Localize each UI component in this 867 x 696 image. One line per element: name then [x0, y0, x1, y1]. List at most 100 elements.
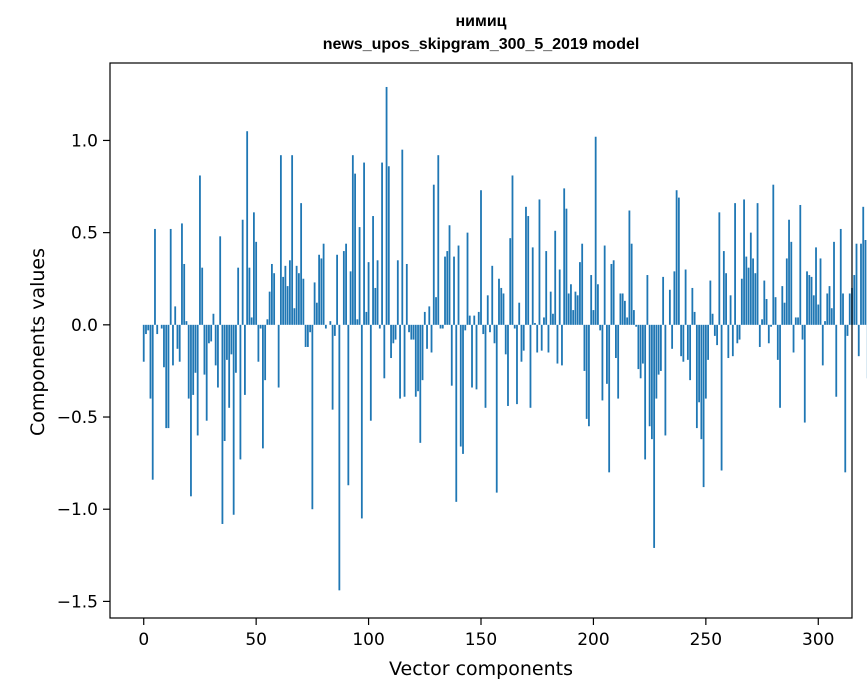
- bar-227: [653, 324, 656, 548]
- bar-267: [743, 199, 745, 325]
- bar-266: [740, 278, 743, 325]
- bar-160: [502, 293, 505, 325]
- x-tick-label: 50: [245, 630, 267, 650]
- bar-179: [545, 251, 548, 325]
- bar-182: [552, 313, 554, 325]
- bar-196: [583, 324, 586, 371]
- bar-283: [779, 324, 781, 408]
- bar-247: [698, 324, 700, 403]
- bar-5: [154, 228, 156, 325]
- bar-197: [585, 324, 588, 419]
- bar-258: [722, 251, 725, 325]
- bar-189: [567, 293, 570, 325]
- bar-series: [142, 86, 867, 591]
- bar-94: [354, 173, 356, 325]
- bar-102: [372, 216, 374, 325]
- bar-17: [181, 223, 183, 325]
- bar-181: [549, 291, 552, 325]
- bar-159: [500, 287, 503, 325]
- bar-140: [457, 245, 460, 325]
- y-tick-label: −0.5: [57, 408, 98, 428]
- bar-2: [147, 324, 150, 331]
- bar-23: [194, 324, 197, 373]
- bar-151: [482, 324, 485, 335]
- bar-105: [378, 324, 381, 329]
- bar-101: [369, 324, 372, 421]
- bar-209: [612, 260, 615, 325]
- bar-287: [788, 219, 790, 325]
- y-tick-label: 0.5: [71, 224, 98, 244]
- bar-111: [392, 324, 395, 344]
- bar-242: [686, 324, 689, 360]
- bar-20: [187, 324, 190, 399]
- bar-81: [324, 324, 327, 329]
- bar-200: [592, 310, 595, 325]
- bar-288: [790, 241, 793, 325]
- bar-251: [707, 324, 709, 360]
- bar-76: [313, 282, 316, 325]
- bar-237: [675, 190, 678, 325]
- bar-226: [650, 324, 653, 440]
- bar-100: [367, 262, 370, 325]
- bar-245: [693, 311, 696, 325]
- bar-149: [477, 311, 480, 325]
- bar-139: [455, 324, 458, 502]
- y-axis-ticks: −1.5 −1.0 −0.5 0.0 0.5 1.0: [57, 131, 110, 612]
- bar-125: [423, 311, 426, 325]
- bar-136: [448, 225, 451, 325]
- y-tick-label: −1.0: [57, 500, 98, 520]
- bar-119: [410, 324, 413, 340]
- bar-10: [165, 324, 168, 429]
- bar-47: [248, 267, 251, 325]
- bar-92: [349, 271, 352, 325]
- bar-32: [214, 324, 217, 366]
- bar-294: [803, 324, 806, 423]
- bar-289: [792, 324, 795, 353]
- bar-16: [178, 324, 181, 362]
- bar-193: [576, 295, 579, 325]
- bar-65: [288, 260, 291, 325]
- bar-299: [815, 247, 817, 325]
- y-axis-label: Components values: [27, 247, 49, 437]
- bar-42: [237, 267, 240, 325]
- bar-84: [331, 324, 334, 410]
- bar-304: [826, 293, 829, 325]
- bar-290: [794, 317, 797, 325]
- bar-311: [842, 293, 844, 325]
- bar-91: [347, 324, 350, 486]
- x-tick-label: 0: [138, 630, 149, 650]
- bar-6: [156, 324, 159, 335]
- bar-229: [657, 324, 660, 375]
- bar-63: [284, 265, 287, 325]
- bar-250: [704, 324, 707, 399]
- y-tick-label: −1.5: [57, 592, 98, 612]
- bar-155: [491, 265, 494, 325]
- bar-61: [279, 155, 282, 325]
- bar-112: [394, 324, 397, 340]
- plot-frame: [109, 62, 853, 619]
- bar-143: [464, 324, 467, 331]
- bar-284: [781, 286, 784, 325]
- bar-53: [262, 324, 264, 449]
- bar-33: [217, 324, 219, 388]
- bar-56: [268, 291, 271, 325]
- bar-131: [437, 155, 440, 325]
- bar-164: [511, 175, 514, 325]
- bar-48: [250, 317, 253, 325]
- bar-122: [417, 324, 419, 392]
- bar-74: [309, 324, 312, 333]
- bar-252: [709, 280, 712, 325]
- bar-271: [752, 258, 754, 325]
- bar-206: [606, 324, 608, 384]
- bar-319: [860, 243, 862, 325]
- bar-45: [244, 324, 246, 395]
- bar-180: [547, 324, 550, 353]
- bar-109: [387, 166, 390, 325]
- bar-316: [853, 275, 856, 325]
- bar-133: [441, 324, 444, 329]
- bar-305: [828, 286, 831, 325]
- bar-150: [480, 190, 482, 325]
- bar-148: [475, 324, 478, 390]
- bar-98: [363, 162, 365, 325]
- bar-75: [311, 324, 314, 510]
